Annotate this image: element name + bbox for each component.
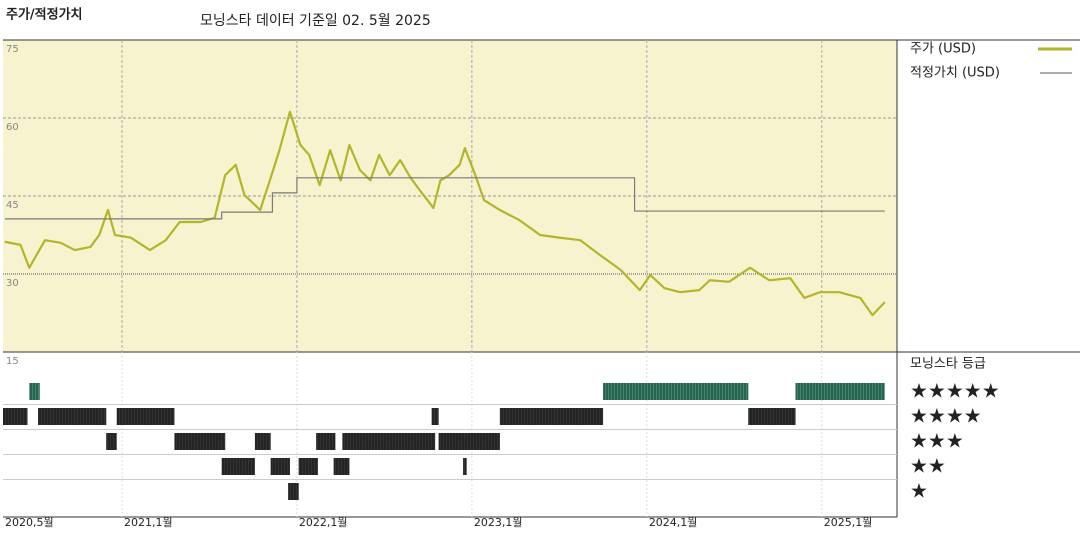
rating-period [342, 433, 436, 450]
y-tick-label: 30 [6, 278, 19, 289]
rating-period [795, 383, 885, 400]
x-tick-label: 2023,1월 [474, 516, 523, 529]
price-line [4, 110, 886, 317]
rating-period [316, 433, 336, 450]
rating-period [748, 408, 796, 425]
x-tick-label: 2024,1월 [649, 516, 698, 529]
rating-period [116, 408, 175, 425]
chart-subtitle: 모닝스타 데이터 기준일 02. 5월 2025 [200, 13, 431, 29]
rating-period [37, 408, 107, 425]
rating-label: ★★ [910, 454, 946, 478]
rating-period [29, 383, 40, 400]
rating-period [333, 458, 350, 475]
chart-title: 주가/적정가치 [6, 7, 83, 23]
rating-period [288, 483, 299, 500]
rating-period [3, 408, 28, 425]
y-tick-label: 75 [6, 44, 19, 55]
rating-period [106, 433, 117, 450]
rating-period [174, 433, 226, 450]
rating-period [499, 408, 604, 425]
rating-label: ★ [910, 479, 928, 503]
rating-label: ★★★ [910, 429, 964, 453]
rating-title: 모닝스타 등급 [910, 357, 986, 372]
rating-label: ★★★★ [910, 404, 982, 428]
legend-label: 주가 (USD) [910, 42, 976, 57]
x-tick-label: 2025,1월 [824, 516, 873, 529]
rating-period [603, 383, 749, 400]
rating-period [221, 458, 255, 475]
rating-period [431, 408, 439, 425]
y-tick-label: 60 [6, 122, 19, 133]
y-tick-label: 15 [6, 356, 19, 367]
legend-label: 적정가치 (USD) [910, 66, 1000, 81]
rating-period [438, 433, 500, 450]
rating-period [298, 458, 318, 475]
y-tick-label: 45 [6, 200, 19, 211]
rating-period [463, 458, 467, 475]
x-tick-label: 2020,5월 [5, 516, 54, 529]
x-tick-label: 2022,1월 [299, 516, 348, 529]
fair-value-line [4, 177, 885, 220]
rating-period [270, 458, 290, 475]
rating-label: ★★★★★ [910, 379, 1000, 403]
rating-period [254, 433, 271, 450]
x-tick-label: 2021,1월 [124, 516, 173, 529]
